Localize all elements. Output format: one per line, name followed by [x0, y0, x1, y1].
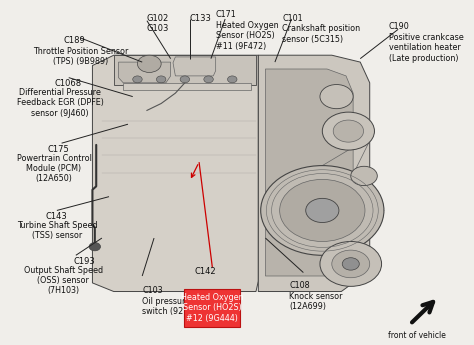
Circle shape: [280, 179, 365, 242]
Text: C175: C175: [47, 145, 69, 154]
Polygon shape: [92, 55, 258, 292]
Text: C189: C189: [64, 36, 86, 45]
Circle shape: [89, 243, 100, 251]
Text: C142: C142: [194, 267, 216, 276]
Text: Throttle Position Sensor
(TPS) (9B989): Throttle Position Sensor (TPS) (9B989): [33, 47, 128, 66]
Polygon shape: [123, 83, 251, 90]
Circle shape: [320, 241, 382, 286]
Circle shape: [333, 120, 364, 142]
Text: Heated Oxygen
Sensor (HO2S)
#12 (9G444): Heated Oxygen Sensor (HO2S) #12 (9G444): [181, 293, 244, 323]
Circle shape: [180, 76, 190, 83]
FancyBboxPatch shape: [184, 289, 240, 327]
Circle shape: [322, 112, 374, 150]
Text: C101
Crankshaft position
sensor (5C315): C101 Crankshaft position sensor (5C315): [282, 14, 360, 43]
Text: Turbine Shaft Speed
(TSS) sensor: Turbine Shaft Speed (TSS) sensor: [17, 221, 97, 240]
Circle shape: [228, 76, 237, 83]
Circle shape: [261, 166, 384, 255]
Polygon shape: [173, 57, 216, 76]
Text: C108
Knock sensor
(12A699): C108 Knock sensor (12A699): [289, 281, 343, 311]
Circle shape: [342, 258, 359, 270]
Polygon shape: [114, 55, 256, 85]
Circle shape: [156, 76, 166, 83]
Polygon shape: [258, 55, 370, 292]
Text: front of vehicle: front of vehicle: [388, 331, 446, 340]
Circle shape: [204, 76, 213, 83]
Text: C171
Heated Oxygen
Sensor (HO2S)
#11 (9F472): C171 Heated Oxygen Sensor (HO2S) #11 (9F…: [216, 10, 278, 51]
Text: G102
G103: G102 G103: [147, 14, 169, 33]
Text: C103
Oil pressure
switch (9278): C103 Oil pressure switch (9278): [142, 286, 197, 316]
Polygon shape: [118, 62, 171, 83]
Polygon shape: [265, 69, 353, 276]
Text: Powertrain Control
Module (PCM)
(12A650): Powertrain Control Module (PCM) (12A650): [17, 154, 91, 183]
Text: Output Shaft Speed
(OSS) sensor
(7H103): Output Shaft Speed (OSS) sensor (7H103): [24, 266, 103, 295]
Text: C190
Positive crankcase
ventilation heater
(Late production): C190 Positive crankcase ventilation heat…: [389, 22, 464, 63]
Circle shape: [137, 55, 161, 72]
Text: C1068: C1068: [55, 79, 82, 88]
Text: C143: C143: [45, 212, 67, 221]
Circle shape: [306, 198, 339, 223]
Circle shape: [351, 166, 377, 186]
Text: C133: C133: [190, 14, 211, 23]
Text: Differential Pressure
Feedback EGR (DPFE)
sensor (9J460): Differential Pressure Feedback EGR (DPFE…: [17, 88, 103, 118]
Circle shape: [133, 76, 142, 83]
Text: C193: C193: [73, 257, 95, 266]
Circle shape: [332, 250, 370, 278]
Circle shape: [320, 85, 353, 109]
